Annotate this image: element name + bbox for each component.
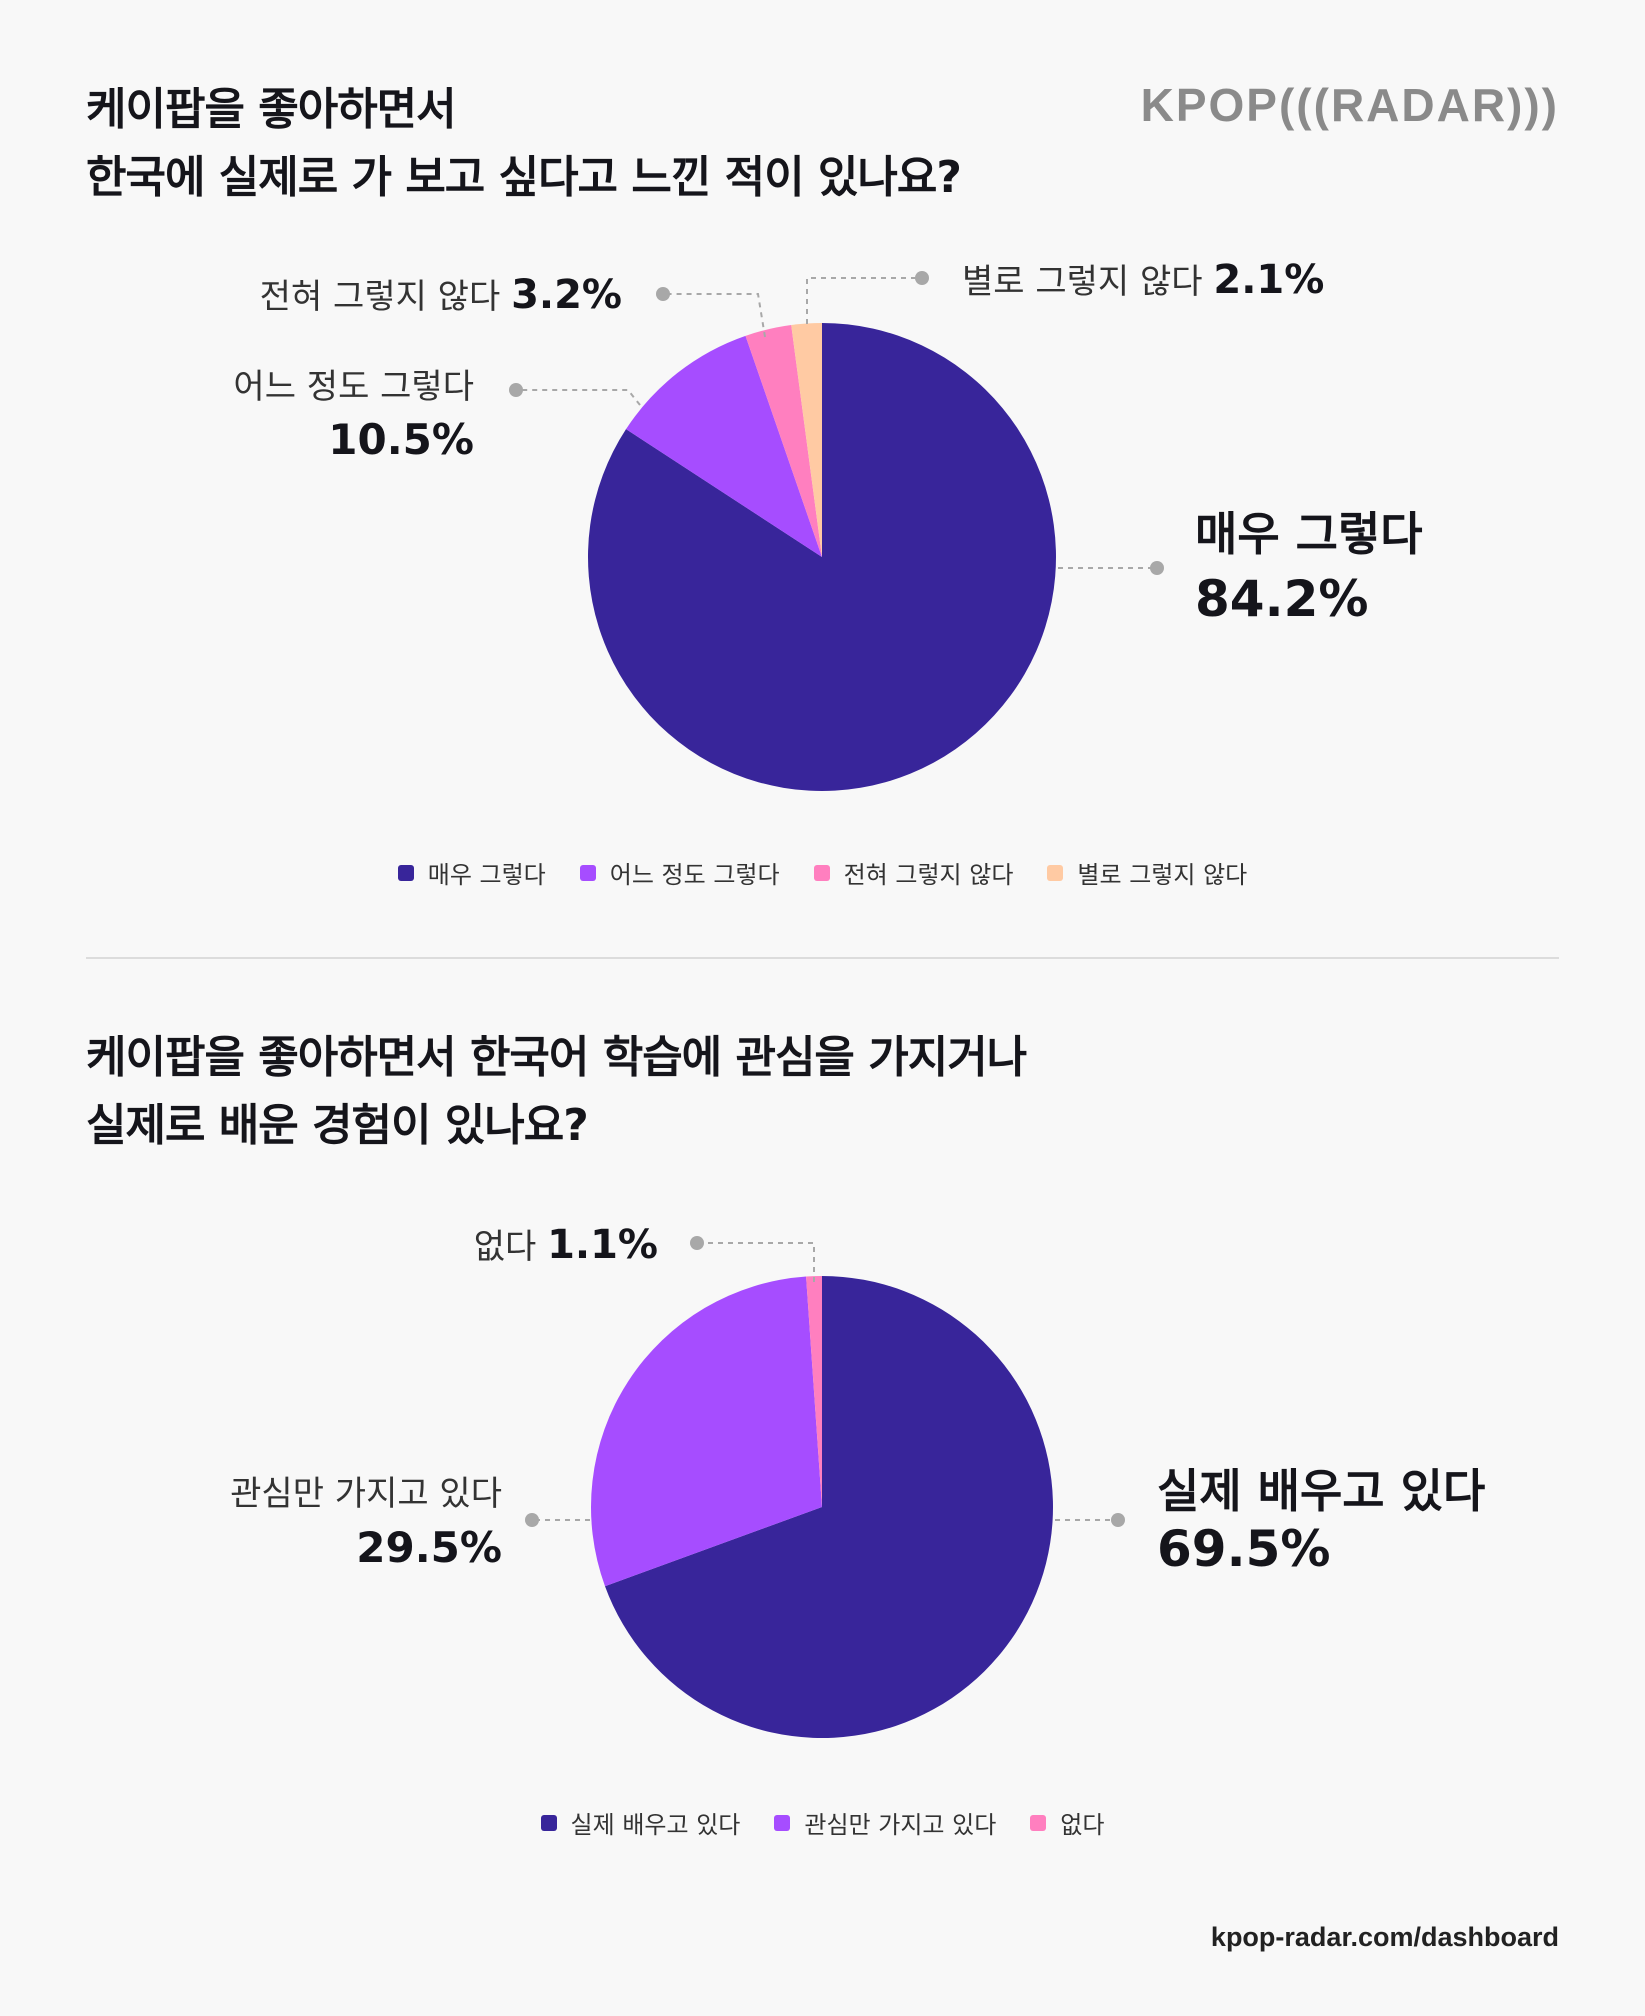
pie-slice-c2-slice-2 — [590, 1276, 822, 1587]
pie-slice-c1-slice-2 — [626, 335, 822, 557]
callout-dot-c2-slice-2 — [525, 1513, 539, 1527]
chart-1-title-line-1: 케이팝을 좋아하면서 — [86, 84, 457, 135]
slice-value-c2-slice-1: 69.5% — [1157, 1520, 1330, 1578]
slice-label-c1-slice-3: 전혀 그렇지 않다 3.2% — [260, 272, 622, 318]
chart-2-legend: 실제 배우고 있다 관심만 가지고 있다 없다 — [0, 1805, 1645, 1840]
legend-swatch — [1030, 1814, 1047, 1831]
legend-label: 관심만 가지고 있다 — [804, 1811, 997, 1839]
legend-swatch — [813, 864, 830, 881]
legend-swatch — [397, 864, 414, 881]
callout-line-c2-slice-3 — [697, 1242, 815, 1282]
slice-label-c2-slice-2: 관심만 가지고 있다 — [230, 1474, 502, 1514]
callout-line-c1-slice-3 — [663, 293, 766, 338]
chart-1-legend: 매우 그렇다 어느 정도 그렇다 전혀 그렇지 않다 별로 그렇지 않다 — [0, 855, 1645, 890]
callout-dot-c2-slice-1 — [1111, 1513, 1125, 1527]
legend-item: 전혀 그렇지 않다 — [813, 855, 1014, 890]
callout-dot-c1-slice-1 — [1150, 561, 1164, 575]
slice-value-c1-slice-4: 2.1% — [1213, 257, 1324, 303]
slice-label-c2-slice-1: 실제 배우고 있다 — [1157, 1464, 1485, 1518]
callout-line-c1-slice-2 — [516, 389, 641, 406]
legend-label: 별로 그렇지 않다 — [1077, 861, 1248, 889]
slice-label-c1-slice-2: 어느 정도 그렇다 — [233, 367, 474, 407]
chart-2-title-line-2: 실제로 배운 경험이 있나요? — [86, 1100, 589, 1151]
pie-slice-c1-slice-1 — [587, 323, 1056, 792]
section-divider — [86, 957, 1559, 959]
legend-label: 매우 그렇다 — [427, 861, 546, 889]
chart-2-title-line-1: 케이팝을 좋아하면서 한국어 학습에 관심을 가지거나 — [86, 1032, 1027, 1083]
chart-1-title-line-2: 한국에 실제로 가 보고 싶다고 느낀 적이 있나요? — [86, 152, 962, 203]
legend-item: 매우 그렇다 — [397, 855, 546, 890]
legend-swatch — [1047, 864, 1064, 881]
pie-slice-c1-slice-3 — [745, 325, 822, 557]
callout-dot-c1-slice-4 — [915, 271, 929, 285]
chart-1-pie: 매우 그렇다 84.2% 어느 정도 그렇다 10.5% 전혀 그렇지 않다 3.2% 별… — [233, 257, 1423, 792]
pie-slice-c2-slice-3 — [806, 1276, 822, 1507]
legend-swatch — [774, 1814, 791, 1831]
legend-label: 전혀 그렇지 않다 — [843, 861, 1014, 889]
chart-1-title: 케이팝을 좋아하면서 한국에 실제로 가 보고 싶다고 느낀 적이 있나요? — [86, 76, 962, 212]
legend-label: 없다 — [1060, 1811, 1105, 1839]
legend-item: 없다 — [1030, 1805, 1104, 1840]
kpop-radar-logo: KPOP(((RADAR))) — [1140, 79, 1559, 131]
legend-swatch — [540, 1814, 557, 1831]
slice-value-c2-slice-3: 1.1% — [547, 1222, 658, 1268]
slice-label-c2-slice-3: 없다 1.1% — [474, 1222, 658, 1268]
legend-item: 실제 배우고 있다 — [540, 1805, 741, 1840]
pie-slice-c2-slice-1 — [605, 1276, 1053, 1738]
legend-item: 어느 정도 그렇다 — [579, 855, 780, 890]
legend-item: 관심만 가지고 있다 — [774, 1805, 996, 1840]
callout-dot-c2-slice-3 — [690, 1236, 704, 1250]
slice-value-c1-slice-2: 10.5% — [328, 415, 474, 464]
slice-value-c1-slice-3: 3.2% — [511, 272, 622, 318]
chart-2-title: 케이팝을 좋아하면서 한국어 학습에 관심을 가지거나 실제로 배운 경험이 있… — [86, 1024, 1027, 1160]
legend-label: 어느 정도 그렇다 — [609, 861, 780, 889]
legend-label: 실제 배우고 있다 — [570, 1811, 741, 1839]
slice-label-c1-slice-1: 매우 그렇다 — [1195, 507, 1423, 561]
slice-value-c2-slice-2: 29.5% — [356, 1523, 502, 1572]
legend-item: 별로 그렇지 않다 — [1047, 855, 1247, 890]
footer-url: kpop-radar.com/dashboard — [1210, 1922, 1559, 1952]
pie-slice-c1-slice-4 — [791, 323, 822, 557]
legend-swatch — [579, 864, 596, 881]
callout-dot-c1-slice-3 — [656, 287, 670, 301]
slice-value-c1-slice-1: 84.2% — [1195, 570, 1368, 628]
callout-dot-c1-slice-2 — [509, 383, 523, 397]
slice-label-c1-slice-4: 별로 그렇지 않다 2.1% — [962, 257, 1324, 303]
callout-line-c1-slice-4 — [806, 277, 922, 324]
